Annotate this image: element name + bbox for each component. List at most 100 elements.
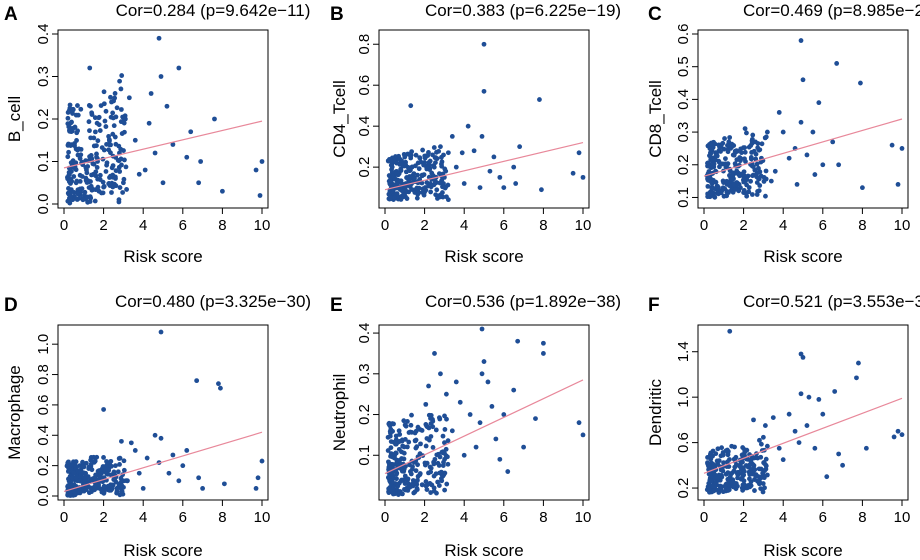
data-point	[715, 446, 721, 452]
data-point	[722, 186, 728, 192]
x-axis-label: Risk score	[444, 541, 523, 560]
data-point	[426, 383, 431, 389]
data-point	[505, 469, 511, 474]
data-point	[405, 477, 410, 483]
data-point	[180, 463, 186, 469]
data-point	[717, 164, 722, 170]
y-tick-label: 0.2	[675, 478, 692, 499]
plot-frame	[378, 29, 590, 209]
data-point	[710, 483, 716, 489]
data-point	[255, 475, 261, 481]
data-point	[706, 192, 712, 198]
data-point	[422, 185, 428, 190]
x-tick-label: 0	[60, 217, 68, 234]
data-point	[85, 194, 91, 200]
data-point	[124, 478, 130, 484]
y-tick-label: 0.6	[675, 432, 692, 453]
data-point	[889, 142, 895, 148]
data-point	[840, 462, 845, 468]
data-point	[729, 479, 734, 485]
data-point	[798, 119, 804, 125]
data-point	[67, 192, 73, 198]
data-point	[717, 483, 723, 489]
data-point	[780, 457, 786, 463]
data-point	[118, 86, 124, 92]
y-tick-label: 0.3	[675, 122, 692, 143]
data-point	[728, 177, 734, 182]
data-point	[439, 161, 444, 167]
data-point	[467, 412, 473, 417]
data-point	[407, 429, 413, 435]
data-point	[83, 473, 89, 479]
data-point	[399, 468, 405, 474]
y-tick-label: 0.4	[675, 89, 692, 110]
y-tick-label: 0.2	[35, 455, 52, 476]
data-point	[493, 436, 499, 442]
data-point	[99, 489, 105, 495]
data-point	[432, 351, 437, 356]
data-point	[390, 173, 395, 179]
data-point	[854, 375, 859, 381]
data-point	[421, 162, 427, 168]
data-point	[123, 164, 129, 170]
data-point	[834, 61, 840, 66]
y-tick-label: 0.2	[356, 404, 373, 425]
panel-letter: F	[648, 295, 660, 316]
data-point	[433, 427, 439, 433]
y-tick-label: 0.8	[35, 364, 52, 385]
x-tick-label: 8	[539, 509, 547, 526]
data-point	[718, 467, 724, 473]
data-point	[576, 420, 582, 426]
data-point	[402, 473, 408, 479]
data-point	[120, 190, 126, 195]
data-point	[89, 110, 95, 116]
data-point	[732, 148, 738, 154]
data-point	[757, 147, 763, 153]
data-point	[710, 190, 716, 196]
y-tick-label: 0.4	[35, 24, 52, 45]
y-tick-label: 0.1	[356, 445, 373, 466]
regression-line	[703, 397, 903, 474]
data-point	[67, 200, 73, 206]
data-point	[66, 459, 71, 465]
data-point	[109, 165, 115, 171]
data-point	[104, 162, 110, 168]
data-point	[121, 180, 126, 186]
x-tick-label: 0	[700, 217, 708, 234]
data-point	[756, 188, 762, 194]
data-point	[92, 198, 98, 204]
data-point	[431, 473, 437, 479]
data-point	[390, 187, 396, 193]
data-point	[119, 438, 124, 444]
data-point	[537, 97, 542, 102]
x-tick-label: 6	[179, 217, 187, 234]
data-point	[403, 169, 409, 175]
data-point	[414, 195, 420, 201]
data-point	[440, 190, 445, 195]
scatter-points	[704, 38, 905, 200]
data-point	[763, 176, 769, 182]
data-point	[707, 153, 712, 159]
data-point	[417, 451, 423, 457]
data-point	[739, 150, 744, 156]
data-point	[406, 152, 412, 158]
data-point	[746, 144, 752, 150]
data-point	[744, 176, 750, 182]
x-tick-label: 4	[139, 217, 147, 234]
data-point	[396, 428, 402, 434]
data-point	[856, 360, 861, 366]
data-point	[415, 160, 421, 166]
data-point	[706, 463, 711, 469]
data-point	[70, 106, 76, 112]
data-point	[481, 359, 487, 364]
data-point	[259, 159, 265, 164]
data-point	[396, 171, 402, 176]
chart-title: Cor=0.536 (p=1.892e−38)	[425, 292, 621, 311]
data-point	[117, 461, 122, 467]
data-point	[408, 174, 414, 180]
data-point	[66, 149, 71, 155]
y-tick-label: 0.6	[675, 24, 692, 45]
data-point	[69, 475, 75, 481]
y-tick-label: 1.0	[675, 387, 692, 408]
data-point	[800, 77, 806, 83]
